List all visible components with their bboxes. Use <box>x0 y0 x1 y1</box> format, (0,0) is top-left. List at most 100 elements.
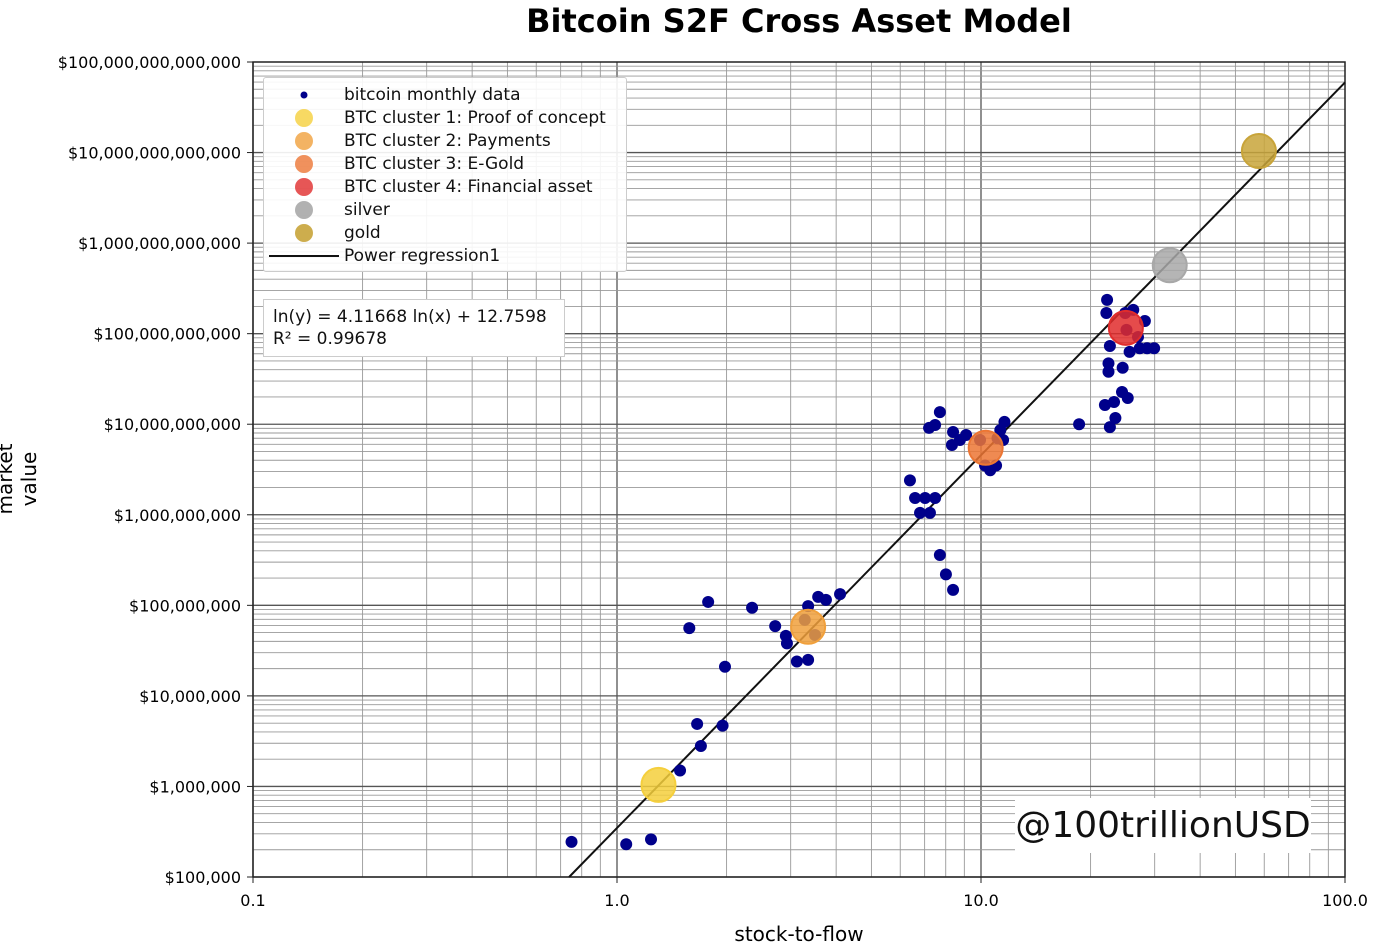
y-axis-label: market value <box>0 443 41 515</box>
y-tick-label: $100,000,000,000 <box>93 325 241 344</box>
legend-item-gold: gold <box>264 221 381 244</box>
bitcoin-data-point <box>919 492 932 505</box>
legend-item-cluster2: BTC cluster 2: Payments <box>264 129 551 152</box>
legend-item-silver: silver <box>264 198 390 221</box>
legend-item-cluster1: BTC cluster 1: Proof of concept <box>264 106 606 129</box>
legend-item-regression: Power regression1 <box>264 244 500 267</box>
legend-line-icon <box>269 254 339 257</box>
series-6 <box>1240 133 1277 170</box>
bitcoin-data-point <box>939 568 952 581</box>
legend-label: BTC cluster 2: Payments <box>344 130 551 151</box>
cluster-point <box>790 608 827 645</box>
bitcoin-data-point <box>1101 293 1114 306</box>
bitcoin-data-point <box>769 620 782 633</box>
x-tick-label: 100.0 <box>1322 891 1368 910</box>
bitcoin-data-point <box>1108 395 1121 408</box>
legend-marker-icon <box>295 154 313 173</box>
bitcoin-data-point <box>819 593 832 606</box>
bitcoin-data-point <box>1098 399 1111 412</box>
bitcoin-data-point <box>565 835 578 848</box>
chart-title: Bitcoin S2F Cross Asset Model <box>526 2 1072 40</box>
series-1 <box>640 766 677 803</box>
legend-label: bitcoin monthly data <box>344 84 521 105</box>
series-4 <box>1107 309 1144 346</box>
bitcoin-data-point <box>1148 342 1161 355</box>
legend-label: BTC cluster 1: Proof of concept <box>344 107 606 128</box>
legend-item-bitcoin: bitcoin monthly data <box>264 83 520 106</box>
bitcoin-data-point <box>645 833 658 846</box>
legend-marker-icon <box>295 131 313 150</box>
legend-label: Power regression1 <box>344 245 501 266</box>
bitcoin-data-point <box>1116 361 1129 374</box>
cluster-point <box>640 766 677 803</box>
y-tick-label: $100,000,000 <box>129 596 241 615</box>
bitcoin-data-point <box>909 492 922 505</box>
legend-label: gold <box>344 222 381 243</box>
bitcoin-data-point <box>674 764 687 777</box>
legend-marker-icon <box>300 91 308 98</box>
legend-item-cluster4: BTC cluster 4: Financial asset <box>264 175 593 198</box>
bitcoin-data-point <box>694 739 707 752</box>
y-tick-label: $100,000 <box>165 868 241 887</box>
bitcoin-data-point <box>702 595 715 608</box>
y-tick-label: $1,000,000,000 <box>114 506 241 525</box>
bitcoin-data-point <box>933 406 946 419</box>
legend-marker-icon <box>295 108 313 127</box>
x-tick-label: 10.0 <box>963 891 999 910</box>
regression-equation-box: ln(y) = 4.11668 ln(x) + 12.7598 R² = 0.9… <box>263 299 565 357</box>
bitcoin-data-point <box>746 601 759 614</box>
cluster-point <box>1240 133 1277 170</box>
x-tick-label: 1.0 <box>604 891 629 910</box>
bitcoin-data-point <box>933 548 946 561</box>
x-tick-label: 0.1 <box>240 891 265 910</box>
r-squared: R² = 0.99678 <box>273 329 387 349</box>
series-2 <box>790 608 827 645</box>
bitcoin-data-point <box>1103 340 1116 353</box>
bitcoin-data-point <box>947 426 960 439</box>
series-0 <box>565 293 1161 851</box>
bitcoin-data-point <box>683 622 696 635</box>
legend-marker-icon <box>295 223 313 242</box>
legend-marker-icon <box>295 200 313 219</box>
x-axis-label: stock-to-flow <box>734 922 864 946</box>
bitcoin-data-point <box>1100 307 1113 320</box>
plot-frame <box>252 61 1346 878</box>
y-tick-label: $1,000,000,000,000 <box>78 234 241 253</box>
bitcoin-data-point <box>790 655 803 668</box>
bitcoin-data-point <box>1073 418 1086 431</box>
bitcoin-data-point <box>960 429 973 442</box>
bitcoin-data-point <box>1102 365 1115 378</box>
cluster-point <box>1151 247 1188 284</box>
legend-item-cluster3: BTC cluster 3: E-Gold <box>264 152 524 175</box>
y-tick-label: $100,000,000,000,000 <box>58 53 241 72</box>
legend-label: silver <box>344 199 390 220</box>
bitcoin-data-point <box>923 506 936 519</box>
bitcoin-data-point <box>1123 345 1136 358</box>
legend: bitcoin monthly data BTC cluster 1: Proo… <box>263 77 627 272</box>
bitcoin-data-point <box>914 506 927 519</box>
series-5 <box>1151 247 1188 284</box>
cluster-point <box>1107 309 1144 346</box>
legend-label: BTC cluster 4: Financial asset <box>344 176 593 197</box>
bitcoin-data-point <box>691 717 704 730</box>
legend-label: BTC cluster 3: E-Gold <box>344 153 525 174</box>
bitcoin-data-point <box>1121 391 1134 404</box>
bitcoin-data-point <box>780 637 793 650</box>
y-tick-label: $10,000,000,000,000 <box>68 144 241 163</box>
bitcoin-data-point <box>718 660 731 673</box>
bitcoin-data-point <box>620 838 633 851</box>
regression-equation: ln(y) = 4.11668 ln(x) + 12.7598 <box>273 307 547 327</box>
bitcoin-data-point <box>929 492 942 505</box>
bitcoin-data-point <box>1102 357 1115 370</box>
bitcoin-data-point <box>716 719 729 732</box>
bitcoin-data-point <box>802 653 815 666</box>
series-3 <box>967 429 1004 466</box>
regression-line <box>568 81 1346 878</box>
bitcoin-data-point <box>929 419 942 432</box>
bitcoin-data-point <box>1109 412 1122 425</box>
bitcoin-data-point <box>834 588 847 601</box>
bitcoin-data-point <box>1103 421 1116 434</box>
bitcoin-data-point <box>903 474 916 487</box>
watermark: @100trillionUSD <box>1015 798 1311 853</box>
